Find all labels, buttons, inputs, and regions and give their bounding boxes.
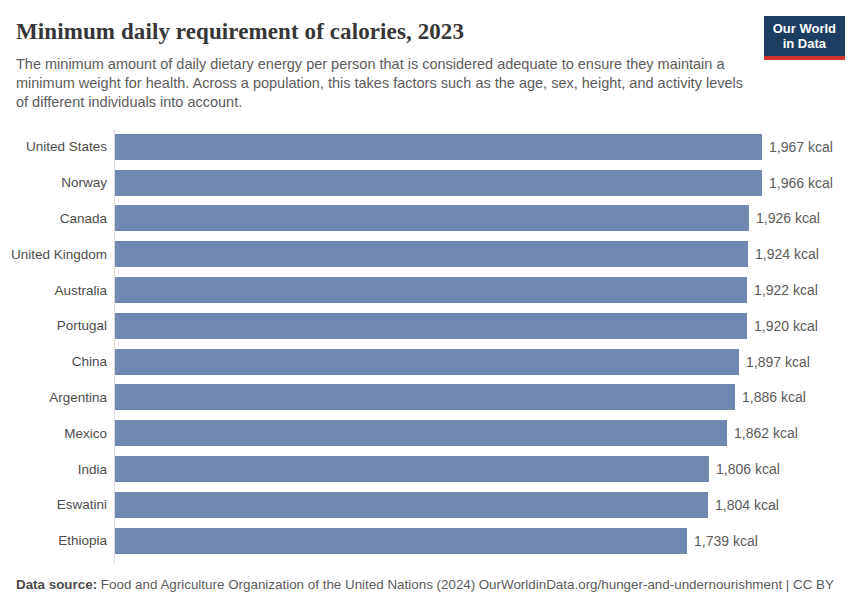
bar[interactable] — [115, 492, 708, 518]
owid-logo-line2: in Data — [773, 36, 836, 51]
chart-row: Ethiopia 1,739 kcal — [0, 523, 834, 559]
bar-track: 1,924 kcal — [114, 236, 834, 272]
bar[interactable] — [115, 241, 748, 267]
data-source-label: Data source: — [16, 577, 97, 592]
bar-value-label: 1,922 kcal — [754, 282, 818, 298]
chart-row: China 1,897 kcal — [0, 344, 834, 380]
bar[interactable] — [115, 456, 709, 482]
chart-row: Norway 1,966 kcal — [0, 165, 834, 201]
bar-value-label: 1,926 kcal — [756, 210, 820, 226]
bar-label[interactable]: Argentina — [0, 390, 114, 405]
bar-label[interactable]: Portugal — [0, 318, 114, 333]
chart-row: United States 1,967 kcal — [0, 129, 834, 165]
bar-label[interactable]: Canada — [0, 211, 114, 226]
bar-label[interactable]: United Kingdom — [0, 247, 114, 262]
bar-track: 1,922 kcal — [114, 272, 834, 308]
chart-row: Portugal 1,920 kcal — [0, 308, 834, 344]
chart-row: Mexico 1,862 kcal — [0, 415, 834, 451]
bar-label[interactable]: Mexico — [0, 426, 114, 441]
bar-track: 1,967 kcal — [114, 129, 834, 165]
chart-row: India 1,806 kcal — [0, 451, 834, 487]
bar-label[interactable]: Eswatini — [0, 497, 114, 512]
bar[interactable] — [115, 349, 739, 375]
bar-track: 1,739 kcal — [114, 523, 834, 559]
bar[interactable] — [115, 528, 687, 554]
chart-row: Canada 1,926 kcal — [0, 201, 834, 237]
bar-value-label: 1,806 kcal — [716, 461, 780, 477]
bar-track: 1,804 kcal — [114, 487, 834, 523]
bar-value-label: 1,967 kcal — [769, 139, 833, 155]
bar-value-label: 1,924 kcal — [755, 246, 819, 262]
bar-track: 1,862 kcal — [114, 415, 834, 451]
bar-value-label: 1,804 kcal — [715, 497, 779, 513]
bar-value-label: 1,886 kcal — [742, 389, 806, 405]
bar-value-label: 1,920 kcal — [754, 318, 818, 334]
bar[interactable] — [115, 420, 727, 446]
footer-link[interactable]: OurWorldinData.org/hunger-and-undernouri… — [479, 577, 834, 592]
chart-footer: Data source: Food and Agriculture Organi… — [16, 577, 834, 592]
data-source-text: Food and Agriculture Organization of the… — [97, 577, 475, 592]
chart-row: Argentina 1,886 kcal — [0, 380, 834, 416]
chart-page: Our World in Data Minimum daily requirem… — [0, 0, 850, 600]
axis-line-stub — [114, 559, 125, 564]
bar-label[interactable]: India — [0, 462, 114, 477]
bar-track: 1,897 kcal — [114, 344, 834, 380]
owid-logo[interactable]: Our World in Data — [764, 16, 845, 60]
bar-value-label: 1,966 kcal — [769, 175, 833, 191]
owid-logo-line1: Our World — [773, 21, 836, 36]
bar-track: 1,920 kcal — [114, 308, 834, 344]
chart-row: United Kingdom 1,924 kcal — [0, 236, 834, 272]
bar-label[interactable]: United States — [0, 139, 114, 154]
bar-value-label: 1,862 kcal — [734, 425, 798, 441]
bar-value-label: 1,739 kcal — [694, 533, 758, 549]
bar-track: 1,926 kcal — [114, 201, 834, 237]
bar-track: 1,966 kcal — [114, 165, 834, 201]
bar-label[interactable]: Australia — [0, 283, 114, 298]
bar[interactable] — [115, 134, 762, 160]
bar-label[interactable]: China — [0, 354, 114, 369]
bar-label[interactable]: Ethiopia — [0, 533, 114, 548]
page-subtitle: The minimum amount of daily dietary ener… — [16, 55, 750, 112]
chart-row: Australia 1,922 kcal — [0, 272, 834, 308]
data-source: Data source: Food and Agriculture Organi… — [16, 577, 475, 592]
page-title: Minimum daily requirement of calories, 2… — [16, 18, 834, 46]
bar[interactable] — [115, 277, 747, 303]
bar[interactable] — [115, 170, 762, 196]
chart-rows: United States 1,967 kcal Norway 1,966 kc… — [0, 129, 834, 559]
bar-track: 1,806 kcal — [114, 451, 834, 487]
bar-label[interactable]: Norway — [0, 175, 114, 190]
bar-value-label: 1,897 kcal — [746, 354, 810, 370]
bar-chart: United States 1,967 kcal Norway 1,966 kc… — [0, 129, 834, 564]
bar[interactable] — [115, 313, 747, 339]
chart-row: Eswatini 1,804 kcal — [0, 487, 834, 523]
bar[interactable] — [115, 384, 735, 410]
bar[interactable] — [115, 205, 749, 231]
bar-track: 1,886 kcal — [114, 380, 834, 416]
